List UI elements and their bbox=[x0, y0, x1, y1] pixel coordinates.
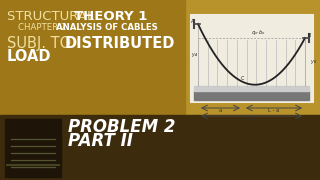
Text: THEORY 1: THEORY 1 bbox=[74, 10, 148, 23]
Text: DISTRIBUTED: DISTRIBUTED bbox=[65, 36, 175, 51]
Text: L - a: L - a bbox=[268, 108, 280, 113]
Bar bbox=[190, 14, 313, 102]
Bar bbox=[0, 115, 320, 180]
Bar bbox=[0, 0, 185, 115]
Text: STRUCTURAL: STRUCTURAL bbox=[7, 10, 99, 23]
Text: ANALYSIS OF CABLES: ANALYSIS OF CABLES bbox=[56, 23, 158, 32]
Text: a: a bbox=[219, 108, 222, 113]
Text: L: L bbox=[250, 116, 253, 121]
Text: B: B bbox=[307, 33, 310, 38]
Bar bbox=[194, 86, 309, 91]
Bar bbox=[194, 91, 309, 100]
Text: $q_o · b_o$: $q_o · b_o$ bbox=[251, 28, 265, 37]
Text: $y_B$: $y_B$ bbox=[310, 58, 317, 66]
Text: SUBJ. TO: SUBJ. TO bbox=[7, 36, 76, 51]
Text: PART II: PART II bbox=[68, 132, 133, 150]
Text: PROBLEM 2: PROBLEM 2 bbox=[68, 118, 175, 136]
Text: $y_A$: $y_A$ bbox=[191, 51, 198, 59]
Text: C: C bbox=[241, 76, 244, 81]
Text: A: A bbox=[191, 19, 194, 24]
Bar bbox=[5, 119, 61, 177]
Text: CHAPTER 2: CHAPTER 2 bbox=[18, 23, 72, 32]
Text: LOAD: LOAD bbox=[7, 49, 52, 64]
